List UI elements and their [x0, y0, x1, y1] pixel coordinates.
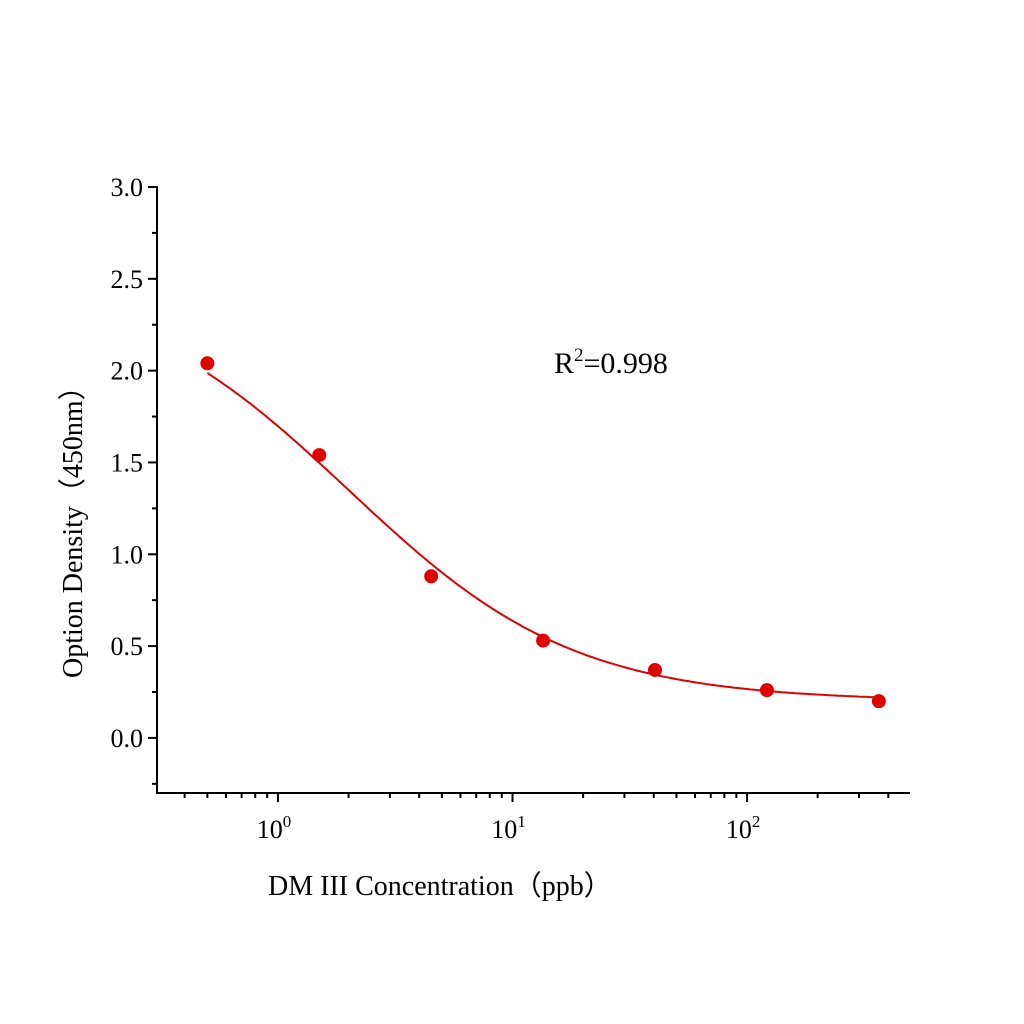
y-tick-label: 0.0	[111, 724, 144, 753]
data-point	[200, 356, 215, 371]
y-axis-label: Option Density（450nm）	[57, 372, 89, 678]
y-tick-label: 2.5	[111, 265, 144, 294]
x-tick-label: 101	[491, 812, 526, 844]
data-point	[648, 662, 663, 677]
data-point	[759, 683, 774, 698]
x-tick-label: 102	[726, 812, 761, 844]
axes: 0.0 0.5 1.0 1.5 2.0 2.5 3.0 100 101 102	[111, 173, 910, 844]
data-point	[871, 694, 886, 709]
y-tick-label: 1.0	[111, 540, 144, 569]
data-point	[424, 569, 439, 584]
data-points	[200, 356, 886, 709]
y-tick-label: 3.0	[111, 173, 144, 202]
y-tick-label: 0.5	[111, 632, 144, 661]
x-axis-label: DM III Concentration（ppb）	[268, 870, 612, 902]
x-tick-label: 100	[257, 812, 292, 844]
r-squared-annotation: R2=0.998	[554, 345, 668, 380]
data-point	[312, 448, 327, 463]
y-tick-label: 2.0	[111, 357, 144, 386]
data-point	[536, 633, 551, 648]
y-tick-label: 1.5	[111, 448, 144, 477]
fit-curve	[206, 372, 879, 699]
